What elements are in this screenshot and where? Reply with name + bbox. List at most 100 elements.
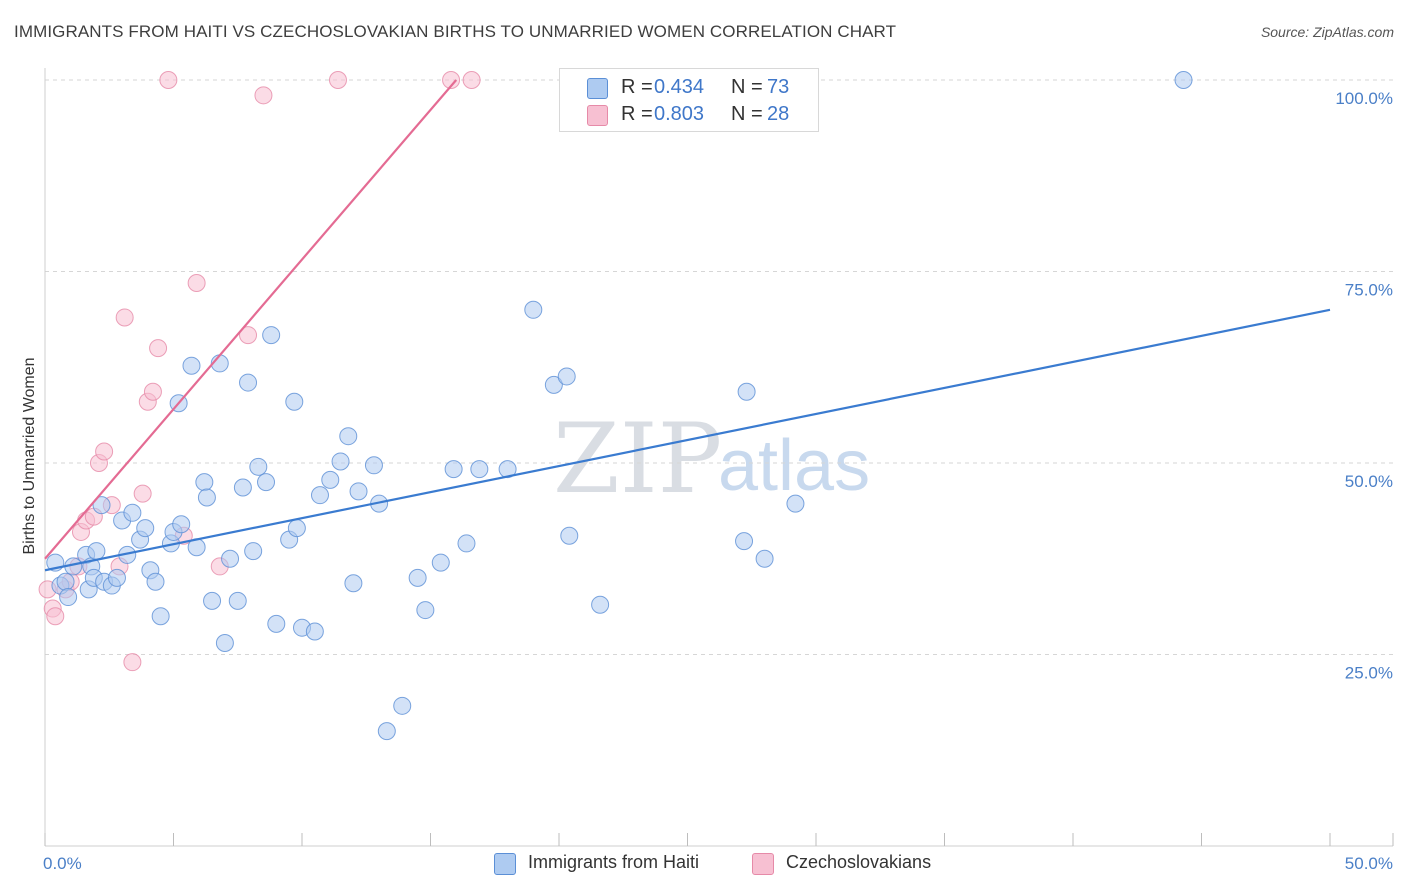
trend-line-czech (44, 79, 458, 560)
legend-n-label: N = (731, 76, 763, 98)
point-czech-23 (239, 326, 258, 345)
point-haiti-62 (470, 460, 489, 479)
legend-row-haiti: R = 0.434 N = 73 (560, 74, 818, 102)
watermark-zip: ZIP (553, 403, 722, 515)
point-haiti-49 (331, 452, 350, 471)
point-haiti-3 (59, 588, 78, 607)
legend-r-value-haiti: 0.434 (654, 76, 705, 98)
point-czech-10 (95, 442, 114, 461)
point-haiti-36 (239, 373, 258, 392)
point-haiti-68 (591, 595, 610, 614)
point-haiti-48 (321, 470, 340, 489)
legend-swatch-haiti (587, 78, 608, 99)
y-axis-label: Births to Unmarried Women (21, 357, 38, 554)
point-haiti-37 (244, 542, 263, 561)
point-haiti-56 (393, 696, 412, 715)
x-tick-marks (44, 833, 1394, 846)
point-haiti-61 (457, 534, 476, 553)
point-haiti-55 (377, 722, 396, 741)
legend-r-label: R = (621, 76, 653, 98)
watermark-atlas: atlas (718, 426, 870, 506)
point-haiti-58 (416, 601, 435, 620)
bottom-legend-label-haiti: Immigrants from Haiti (528, 852, 700, 872)
trend-line-haiti (44, 308, 1331, 572)
x-tick-label-min: 0.0% (43, 854, 82, 873)
point-haiti-59 (431, 553, 450, 572)
point-haiti-41 (267, 614, 286, 633)
point-haiti-20 (146, 572, 165, 591)
point-haiti-38 (249, 457, 268, 476)
bottom-legend-swatch-czech (752, 853, 774, 875)
legend-r-value-czech: 0.803 (654, 103, 705, 125)
point-czech-14 (123, 653, 142, 672)
point-haiti-18 (136, 519, 155, 538)
point-haiti-72 (786, 494, 805, 513)
point-czech-21 (187, 273, 206, 292)
chart-title: IMMIGRANTS FROM HAITI VS CZECHOSLOVAKIAN… (14, 22, 897, 41)
y-tick-label-50: 50.0% (1345, 472, 1393, 491)
point-haiti-46 (305, 622, 324, 641)
point-haiti-10 (92, 496, 111, 515)
point-haiti-69 (735, 532, 754, 551)
point-haiti-33 (221, 549, 240, 568)
point-czech-2 (46, 607, 65, 626)
point-czech-17 (143, 382, 162, 401)
point-haiti-30 (203, 591, 222, 610)
point-czech-13 (115, 308, 134, 327)
legend-n-value-czech: 28 (767, 103, 790, 125)
point-haiti-35 (233, 478, 252, 497)
point-haiti-26 (182, 356, 201, 375)
point-haiti-13 (107, 568, 126, 587)
point-haiti-53 (364, 456, 383, 475)
point-haiti-28 (195, 473, 214, 492)
correlation-legend: R = 0.434 N = 73 R = 0.803 N = 28 (559, 68, 819, 132)
y-tick-labels: 25.0% 50.0% 75.0% 100.0% (1335, 89, 1393, 683)
point-haiti-71 (755, 549, 774, 568)
legend-n-label: N = (731, 103, 763, 125)
point-czech-19 (159, 71, 178, 89)
bottom-legend-swatch-haiti (494, 853, 516, 875)
point-haiti-66 (557, 367, 576, 386)
point-haiti-64 (524, 300, 543, 319)
y-tick-label-100: 100.0% (1335, 89, 1393, 108)
point-haiti-39 (257, 473, 276, 492)
legend-row-czech: R = 0.803 N = 28 (560, 101, 818, 129)
point-haiti-47 (310, 486, 329, 505)
point-haiti-60 (444, 460, 463, 479)
point-haiti-67 (560, 526, 579, 545)
point-haiti-63 (498, 460, 517, 479)
point-haiti-24 (172, 515, 191, 534)
point-haiti-16 (123, 503, 142, 522)
point-haiti-32 (215, 634, 234, 653)
point-haiti-73 (1174, 71, 1193, 89)
bottom-legend-label-czech: Czechoslovakians (786, 852, 932, 872)
y-tick-label-75: 75.0% (1345, 281, 1393, 300)
grid (45, 79, 1393, 655)
point-haiti-40 (262, 326, 281, 345)
legend-swatch-czech (587, 105, 608, 126)
point-haiti-34 (228, 591, 247, 610)
point-haiti-21 (151, 607, 170, 626)
point-czech-26 (442, 71, 461, 89)
point-haiti-50 (339, 427, 358, 446)
point-haiti-52 (349, 482, 368, 501)
x-tick-label-max: 50.0% (1345, 854, 1393, 873)
point-haiti-51 (344, 574, 363, 593)
trend-lines (44, 79, 1331, 572)
series-haiti-points (46, 71, 1193, 741)
series-czechoslovakians-points (38, 71, 584, 672)
legend-n-value-haiti: 73 (767, 76, 790, 98)
point-czech-15 (133, 484, 152, 503)
point-haiti-57 (408, 568, 427, 587)
source-label: Source: ZipAtlas.com (1260, 24, 1394, 40)
point-haiti-2 (56, 572, 75, 591)
point-czech-18 (149, 339, 168, 358)
point-haiti-43 (285, 392, 304, 411)
point-haiti-9 (87, 542, 106, 561)
point-haiti-29 (197, 488, 216, 507)
point-czech-27 (462, 71, 481, 89)
point-haiti-65 (544, 375, 563, 394)
point-haiti-70 (737, 382, 756, 401)
point-czech-25 (328, 71, 347, 89)
